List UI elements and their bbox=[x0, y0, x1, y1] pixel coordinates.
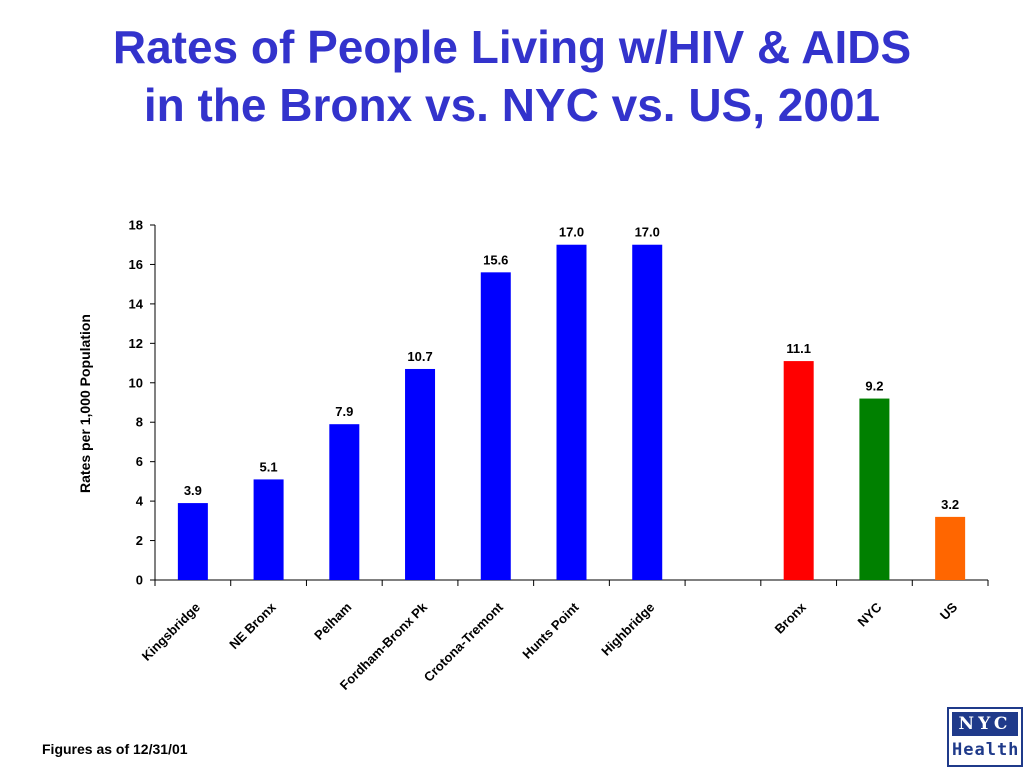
bar-chart: 0 2 4 6 8 10 12 14 16 18 Rates per 1,000 Populatio… bbox=[77, 218, 989, 693]
bar bbox=[329, 424, 360, 580]
y-tick-label: 2 bbox=[136, 533, 143, 548]
y-tick-label: 12 bbox=[129, 336, 143, 351]
logo-bottom-text: Health bbox=[952, 740, 1020, 760]
x-category-label: Highbridge bbox=[598, 600, 657, 659]
y-tick-label: 18 bbox=[129, 218, 143, 233]
y-tick-label: 14 bbox=[129, 296, 144, 311]
bar-value-label: 17.0 bbox=[635, 225, 660, 240]
bar-value-label: 17.0 bbox=[559, 225, 584, 240]
bar-value-label: 9.2 bbox=[865, 379, 883, 394]
y-axis-title: Rates per 1,000 Population bbox=[77, 314, 93, 493]
bar-value-label: 3.2 bbox=[941, 497, 959, 512]
y-tick-label: 10 bbox=[129, 375, 143, 390]
bar bbox=[253, 479, 284, 580]
bar bbox=[405, 368, 436, 580]
x-category-label: Pelham bbox=[311, 600, 354, 643]
chart-title: Rates of People Living w/HIV & AIDS in t… bbox=[0, 18, 1024, 134]
bar bbox=[480, 272, 511, 580]
x-category-label: Hunts Point bbox=[519, 599, 582, 662]
bar-value-label: 11.1 bbox=[786, 341, 811, 356]
bar bbox=[935, 516, 966, 580]
y-tick-label: 16 bbox=[129, 257, 143, 272]
bar-value-label: 3.9 bbox=[184, 483, 202, 498]
bar bbox=[556, 244, 587, 580]
x-category-label: US bbox=[937, 599, 961, 623]
y-tick-label: 8 bbox=[136, 415, 143, 430]
y-tick-label: 0 bbox=[136, 573, 143, 588]
x-category-label: Crotona-Tremont bbox=[421, 599, 507, 685]
title-line-1: Rates of People Living w/HIV & AIDS bbox=[112, 21, 912, 73]
bar-value-label: 7.9 bbox=[335, 404, 353, 419]
title-line-2: in the Bronx vs. NYC vs. US, 2001 bbox=[143, 79, 881, 131]
y-tick-label: 6 bbox=[136, 454, 143, 469]
bar bbox=[632, 244, 663, 580]
x-category-label: NE Bronx bbox=[226, 599, 279, 652]
x-category-label: NYC bbox=[855, 599, 885, 629]
logo-top-text: NYC bbox=[952, 712, 1018, 736]
bar-value-label: 10.7 bbox=[407, 349, 432, 364]
nyc-health-logo: NYC Health bbox=[947, 707, 1023, 767]
footnote: Figures as of 12/31/01 bbox=[42, 741, 188, 757]
bar bbox=[859, 398, 890, 580]
bar-value-label: 15.6 bbox=[483, 252, 508, 267]
bar bbox=[177, 503, 208, 580]
x-category-label: Kingsbridge bbox=[139, 600, 203, 664]
bar bbox=[783, 361, 814, 580]
y-tick-label: 4 bbox=[136, 494, 144, 509]
bar-value-label: 5.1 bbox=[260, 459, 278, 474]
x-category-label: Bronx bbox=[772, 599, 810, 637]
